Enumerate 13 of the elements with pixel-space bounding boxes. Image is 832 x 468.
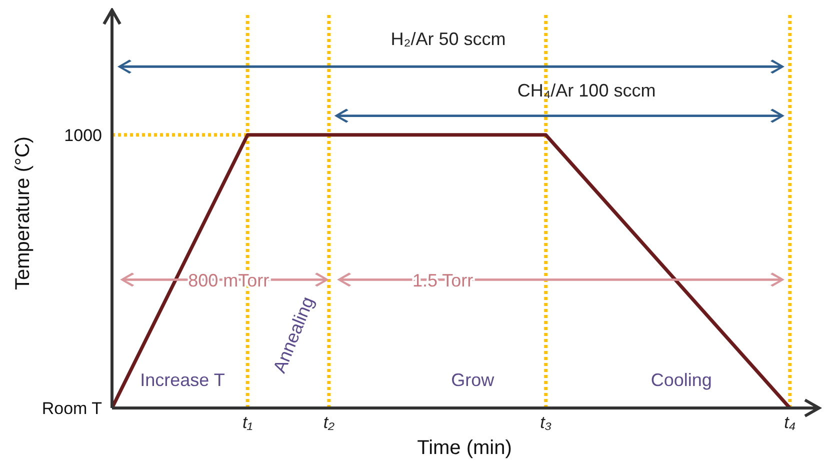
text: CH₄/Ar 100 sccm <box>517 80 656 101</box>
annotation: Cooling <box>650 370 712 390</box>
x-tick-label: t₂ <box>323 413 336 432</box>
x-tick-label: t₄ <box>784 413 796 432</box>
text: Room T <box>42 399 102 418</box>
x-tick-label: t₃ <box>540 413 552 432</box>
x-tick-label: t₁ <box>242 413 253 432</box>
text: H₂/Ar 50 sccm <box>390 28 506 49</box>
x-axis-title: Time (min) <box>417 437 512 459</box>
text: 1000 <box>64 126 102 145</box>
annotation: Grow <box>451 370 496 390</box>
annotation: Increase T <box>140 370 225 390</box>
y-axis-title: Temperature (°C) <box>12 136 34 290</box>
